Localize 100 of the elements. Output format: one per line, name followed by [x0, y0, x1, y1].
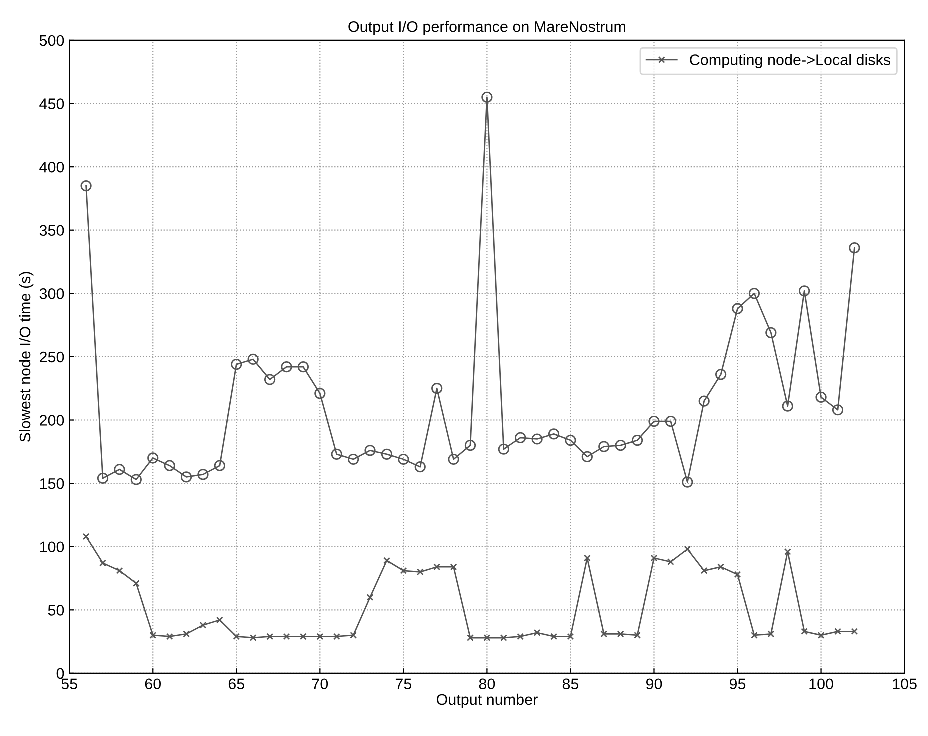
- y-tick-label: 100: [40, 542, 64, 553]
- point: [550, 633, 558, 640]
- point: [467, 634, 474, 642]
- point: [500, 634, 508, 642]
- point: [567, 633, 574, 640]
- point: [851, 628, 858, 636]
- point: [818, 632, 825, 639]
- point: [517, 633, 524, 640]
- x-axis-title: Output number: [436, 694, 538, 708]
- point: [684, 546, 692, 553]
- point: [183, 630, 190, 638]
- point: [314, 388, 326, 400]
- point: [464, 440, 476, 452]
- point: [180, 472, 192, 483]
- point: [832, 404, 844, 416]
- point: [448, 454, 460, 466]
- point: [665, 416, 676, 428]
- point: [416, 568, 424, 576]
- point: [150, 632, 157, 639]
- point: [849, 242, 860, 254]
- point: [799, 286, 810, 297]
- point: [366, 594, 374, 601]
- x-tick-label: 75: [396, 678, 412, 690]
- point: [316, 633, 324, 640]
- point: [548, 428, 560, 440]
- point: [164, 460, 176, 472]
- point: [148, 452, 159, 464]
- point: [434, 564, 441, 571]
- point: [166, 633, 174, 640]
- point: [766, 327, 777, 338]
- x-tick-label: 105: [893, 678, 917, 690]
- point: [648, 416, 660, 428]
- point: [718, 564, 725, 571]
- point: [650, 554, 658, 562]
- point: [432, 383, 443, 394]
- y-tick-label: 0: [56, 668, 64, 680]
- x-tick-label: 55: [62, 678, 78, 690]
- point: [834, 628, 842, 636]
- point: [582, 451, 593, 463]
- point: [801, 628, 808, 636]
- x-tick-label: 70: [312, 678, 328, 690]
- point: [615, 440, 626, 452]
- point: [264, 374, 276, 386]
- point: [482, 92, 493, 104]
- point: [584, 554, 591, 562]
- y-tick-label: 150: [40, 478, 64, 490]
- point: [281, 362, 292, 373]
- point: [100, 560, 106, 567]
- point: [381, 448, 393, 460]
- x-tick-label: 85: [562, 678, 579, 690]
- y-tick-label: 450: [40, 98, 64, 110]
- y-tick-label: 350: [40, 225, 64, 236]
- point: [750, 632, 758, 639]
- y-tick-label: 300: [40, 288, 64, 300]
- point: [384, 557, 390, 564]
- point: [400, 567, 408, 574]
- point: [534, 629, 541, 636]
- point: [348, 454, 360, 466]
- point: [132, 580, 140, 588]
- point: [667, 558, 674, 566]
- point: [682, 476, 694, 488]
- point: [414, 462, 426, 473]
- point: [116, 567, 124, 574]
- point: [333, 633, 340, 640]
- y-tick-label: 500: [40, 35, 64, 46]
- point: [532, 434, 543, 445]
- x-tick-label: 90: [646, 678, 662, 690]
- y-tick-label: 400: [40, 162, 64, 173]
- point: [450, 564, 458, 571]
- x-tick-label: 60: [145, 678, 162, 690]
- point: [130, 474, 142, 486]
- legend-label: Computing node->Local disks: [690, 54, 891, 68]
- point: [298, 362, 310, 373]
- point: [214, 460, 226, 472]
- point: [716, 369, 727, 380]
- point: [598, 441, 610, 452]
- point: [82, 533, 90, 540]
- point: [748, 288, 760, 300]
- chart-title: Output I/O performance on MareNostrum: [348, 21, 626, 36]
- point: [565, 434, 576, 446]
- point: [198, 469, 209, 480]
- point: [734, 571, 742, 578]
- point: [632, 434, 644, 446]
- point: [634, 632, 642, 639]
- point: [80, 180, 92, 192]
- point: [700, 567, 708, 574]
- point: [617, 630, 624, 638]
- point: [364, 445, 376, 456]
- point: [768, 630, 775, 638]
- x-tick-label: 95: [730, 678, 746, 690]
- point: [698, 396, 710, 407]
- point: [331, 448, 342, 460]
- point: [216, 616, 224, 624]
- point: [498, 444, 510, 455]
- point: [784, 548, 792, 556]
- point: [816, 392, 827, 404]
- point: [250, 634, 257, 642]
- point: [266, 633, 274, 640]
- point: [732, 303, 744, 314]
- y-tick-label: 50: [48, 605, 64, 616]
